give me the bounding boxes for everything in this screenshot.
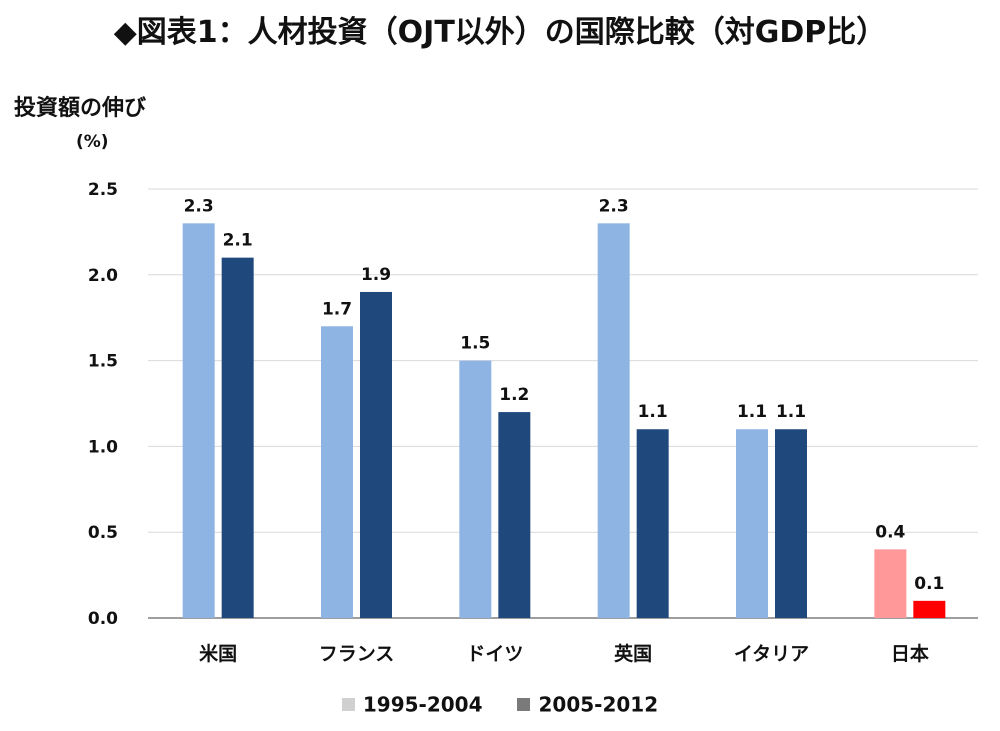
y-tick-label: 1.0 [88, 437, 118, 457]
bar [182, 223, 215, 618]
x-tick-label: イタリア [734, 643, 809, 665]
data-label: 2.3 [599, 196, 629, 216]
x-tick-label: ドイツ [466, 643, 523, 665]
data-label: 1.2 [499, 385, 529, 405]
legend-item-series-1: 1995-2004 [341, 691, 483, 717]
y-tick-label: 2.5 [88, 180, 118, 200]
x-tick-label: 英国 [614, 642, 652, 665]
legend-swatch-series-1 [341, 697, 355, 711]
bar [498, 412, 531, 618]
data-label: 1.1 [776, 402, 806, 422]
y-tick-label: 0.5 [88, 523, 118, 543]
data-label: 0.4 [875, 522, 905, 542]
data-label: 1.7 [322, 299, 352, 319]
chart-title: ◆図表1：人材投資（OJT以外）の国際比較（対GDP比） [113, 15, 887, 50]
data-label: 1.5 [460, 334, 490, 354]
legend-item-series-2: 2005-2012 [517, 691, 659, 717]
y-tick-label: 2.0 [88, 266, 118, 286]
x-tick-label: 日本 [891, 642, 929, 665]
data-label: 1.9 [361, 265, 391, 285]
x-tick-label: 米国 [199, 642, 237, 665]
bar [221, 257, 254, 618]
bar [736, 429, 768, 618]
legend-label-series-2: 2005-2012 [538, 692, 659, 717]
bar [636, 429, 669, 618]
bar [913, 600, 946, 618]
bar [597, 223, 630, 618]
bar [360, 291, 392, 618]
chart-subtitle: 投資額の伸び [14, 96, 147, 121]
bar [459, 360, 492, 618]
data-label: 2.3 [184, 196, 214, 216]
bar [874, 549, 907, 618]
y-axis-unit-label: (%) [76, 132, 109, 152]
legend-label-series-1: 1995-2004 [362, 692, 483, 717]
y-tick-label: 0.0 [88, 609, 118, 629]
data-label: 1.1 [638, 402, 668, 422]
x-tick-label: フランス [319, 643, 395, 665]
bar [775, 429, 807, 618]
legend-swatch-series-2 [517, 697, 531, 711]
y-tick-label: 1.5 [88, 352, 118, 372]
data-label: 0.1 [914, 574, 944, 594]
data-label: 1.1 [737, 402, 767, 422]
data-label: 2.1 [223, 231, 253, 251]
bar [321, 326, 353, 618]
legend: 1995-2004 2005-2012 [0, 690, 1000, 716]
